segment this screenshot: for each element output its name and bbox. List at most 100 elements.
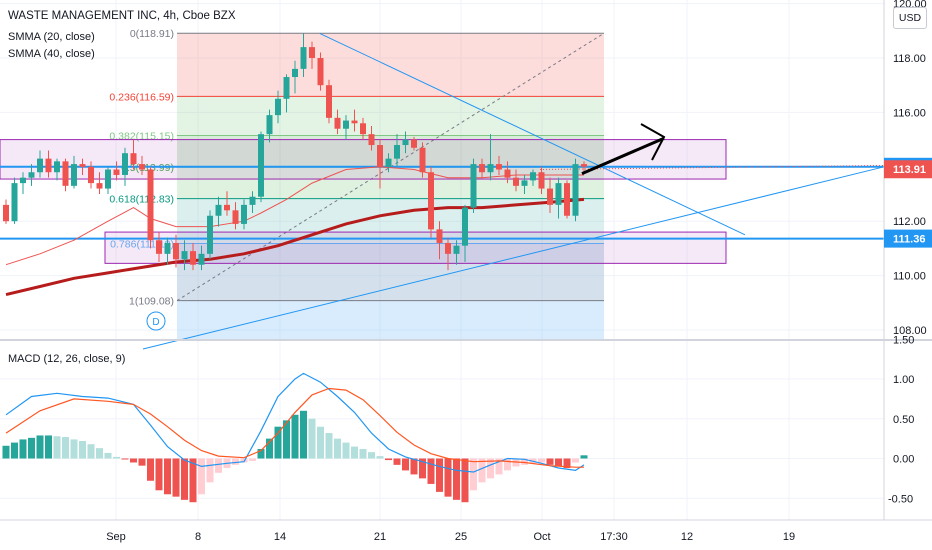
candle-body (96, 183, 103, 189)
macd-histogram-bar (147, 458, 154, 481)
macd-histogram-bar (325, 433, 333, 459)
candle-body (377, 145, 383, 167)
candle-body (564, 183, 570, 216)
candle-body (215, 204, 222, 216)
macd-histogram-bar (563, 458, 571, 469)
macd-histogram-bar (274, 426, 282, 459)
fib-zone (177, 198, 604, 244)
macd-histogram-bar (189, 458, 197, 503)
price-tick-label: 108.00 (893, 325, 927, 337)
fib-level-label: 0.236(116.59) (109, 91, 174, 103)
macd-histogram-bar (572, 458, 579, 463)
candle-body (164, 242, 171, 254)
fib-zone (177, 300, 604, 339)
candle-body (428, 172, 434, 230)
fib-level-label: 0.5(113.99) (121, 162, 174, 174)
currency-button[interactable]: USD (893, 7, 927, 29)
macd-histogram-bar (113, 456, 120, 459)
macd-histogram-bar (376, 456, 384, 459)
fib-zone (177, 96, 604, 136)
candle-body (249, 196, 256, 205)
candle-body (572, 164, 579, 216)
time-tick-label: Oct (533, 531, 550, 543)
support-box (104, 231, 727, 264)
candle-body (275, 98, 281, 116)
macd-histogram-bar (351, 446, 358, 459)
macd-histogram-bar (181, 458, 188, 500)
candle-body (538, 172, 545, 189)
macd-histogram-bar (198, 458, 205, 495)
candle-body (283, 77, 290, 99)
candle-body (139, 164, 145, 170)
macd-histogram-bar (172, 458, 180, 497)
macd-histogram-bar (444, 458, 452, 497)
price-tick-label: 110.00 (893, 271, 926, 283)
candle-body (147, 169, 154, 241)
price-badge (884, 229, 932, 248)
candle-body (62, 161, 69, 186)
macd-histogram-bar (478, 458, 486, 483)
candle-body (173, 242, 179, 260)
candle-body (334, 117, 341, 129)
macd-histogram-bar (521, 458, 528, 465)
candle-body (547, 188, 553, 205)
macd-histogram-bar (504, 458, 511, 471)
candle-body (266, 115, 273, 135)
candle-body (402, 139, 409, 146)
candle-body (181, 251, 188, 260)
candle-body (3, 204, 9, 222)
price-badge-label: 111.36 (893, 234, 925, 246)
macd-histogram-bar (87, 444, 95, 459)
last-price-line (539, 164, 885, 171)
time-tick-label: 14 (274, 531, 286, 543)
macd-histogram-bar (436, 458, 443, 492)
candle-body (368, 134, 375, 146)
symbol-title[interactable]: WASTE MANAGEMENT INC, 4h, Cboe BZX (8, 10, 236, 22)
price-tick-label: 120.00 (893, 0, 927, 11)
candle-body (224, 204, 230, 211)
macd-histogram-bar (308, 418, 316, 459)
macd-histogram-bar (393, 458, 401, 465)
candle-body (292, 68, 298, 78)
macd-histogram-bar (104, 452, 112, 459)
dividend-marker (146, 311, 166, 331)
macd-histogram-bar (257, 448, 265, 459)
macd-histogram-bar (36, 435, 44, 459)
macd-histogram-bar (334, 438, 341, 459)
candle-body (79, 164, 86, 167)
macd-histogram-bar (291, 414, 299, 459)
time-tick-label: 12 (681, 531, 693, 543)
candle-body (343, 120, 349, 129)
candle-body (513, 177, 519, 186)
macd-histogram-bar (53, 436, 61, 459)
candle-body (385, 158, 392, 167)
time-tick-label: 19 (783, 531, 795, 543)
smma40-legend[interactable]: SMMA (40, close) (8, 48, 95, 60)
macd-tick-label: -0.50 (888, 493, 913, 505)
macd-histogram-bar (283, 420, 290, 459)
fib-zone (177, 33, 604, 97)
macd-legend[interactable]: MACD (12, 26, close, 9) (8, 353, 126, 365)
candle-body (462, 207, 468, 246)
price-tick-label: 116.00 (893, 107, 926, 119)
candle-body (156, 240, 162, 254)
macd-histogram-bar (402, 458, 409, 471)
candle-body (113, 169, 120, 175)
candle-body (198, 253, 205, 265)
macd-histogram-bar (385, 458, 392, 461)
macd-histogram-bar (453, 458, 460, 500)
macd-histogram-bar (155, 458, 163, 491)
macd-histogram-bar (215, 458, 222, 473)
macd-histogram-bar (206, 458, 214, 483)
candle-body (530, 172, 536, 181)
macd-histogram-bar (419, 458, 426, 479)
candle-body (360, 123, 366, 135)
macd-histogram-bar (368, 452, 375, 459)
candle-body (453, 245, 460, 254)
macd-histogram-bar (538, 458, 545, 463)
macd-histogram-bar (70, 439, 78, 459)
candle-body (317, 58, 324, 86)
resistance-box (0, 139, 727, 180)
smma20-legend[interactable]: SMMA (20, close) (8, 31, 95, 43)
